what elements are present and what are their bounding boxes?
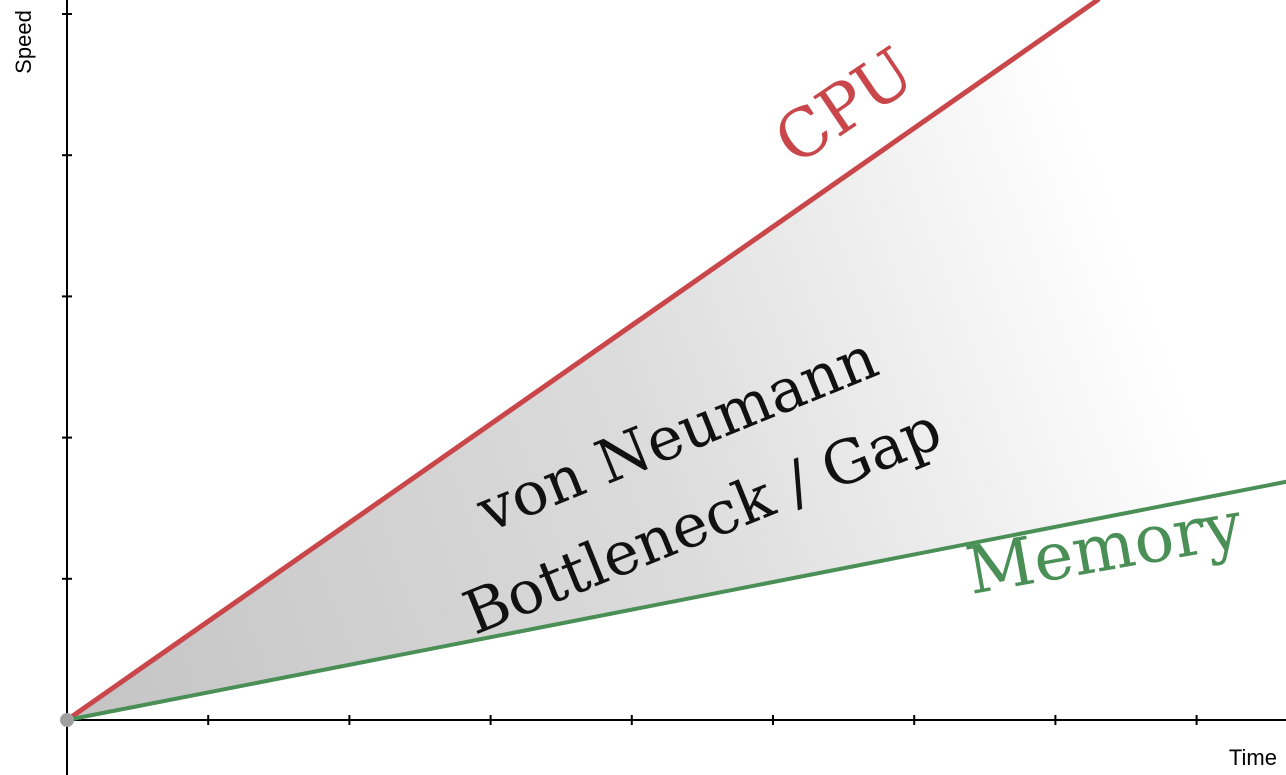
x-axis-label: Time bbox=[1229, 745, 1277, 770]
series-line-cpu bbox=[64, 0, 1101, 723]
origin-point bbox=[60, 713, 74, 727]
bottleneck-gap-area bbox=[67, 0, 1286, 720]
x-axis-ticks bbox=[207, 715, 1198, 725]
y-axis-label: Speed bbox=[11, 10, 36, 74]
y-axis-ticks bbox=[62, 13, 72, 580]
series-line-memory bbox=[65, 479, 1286, 722]
